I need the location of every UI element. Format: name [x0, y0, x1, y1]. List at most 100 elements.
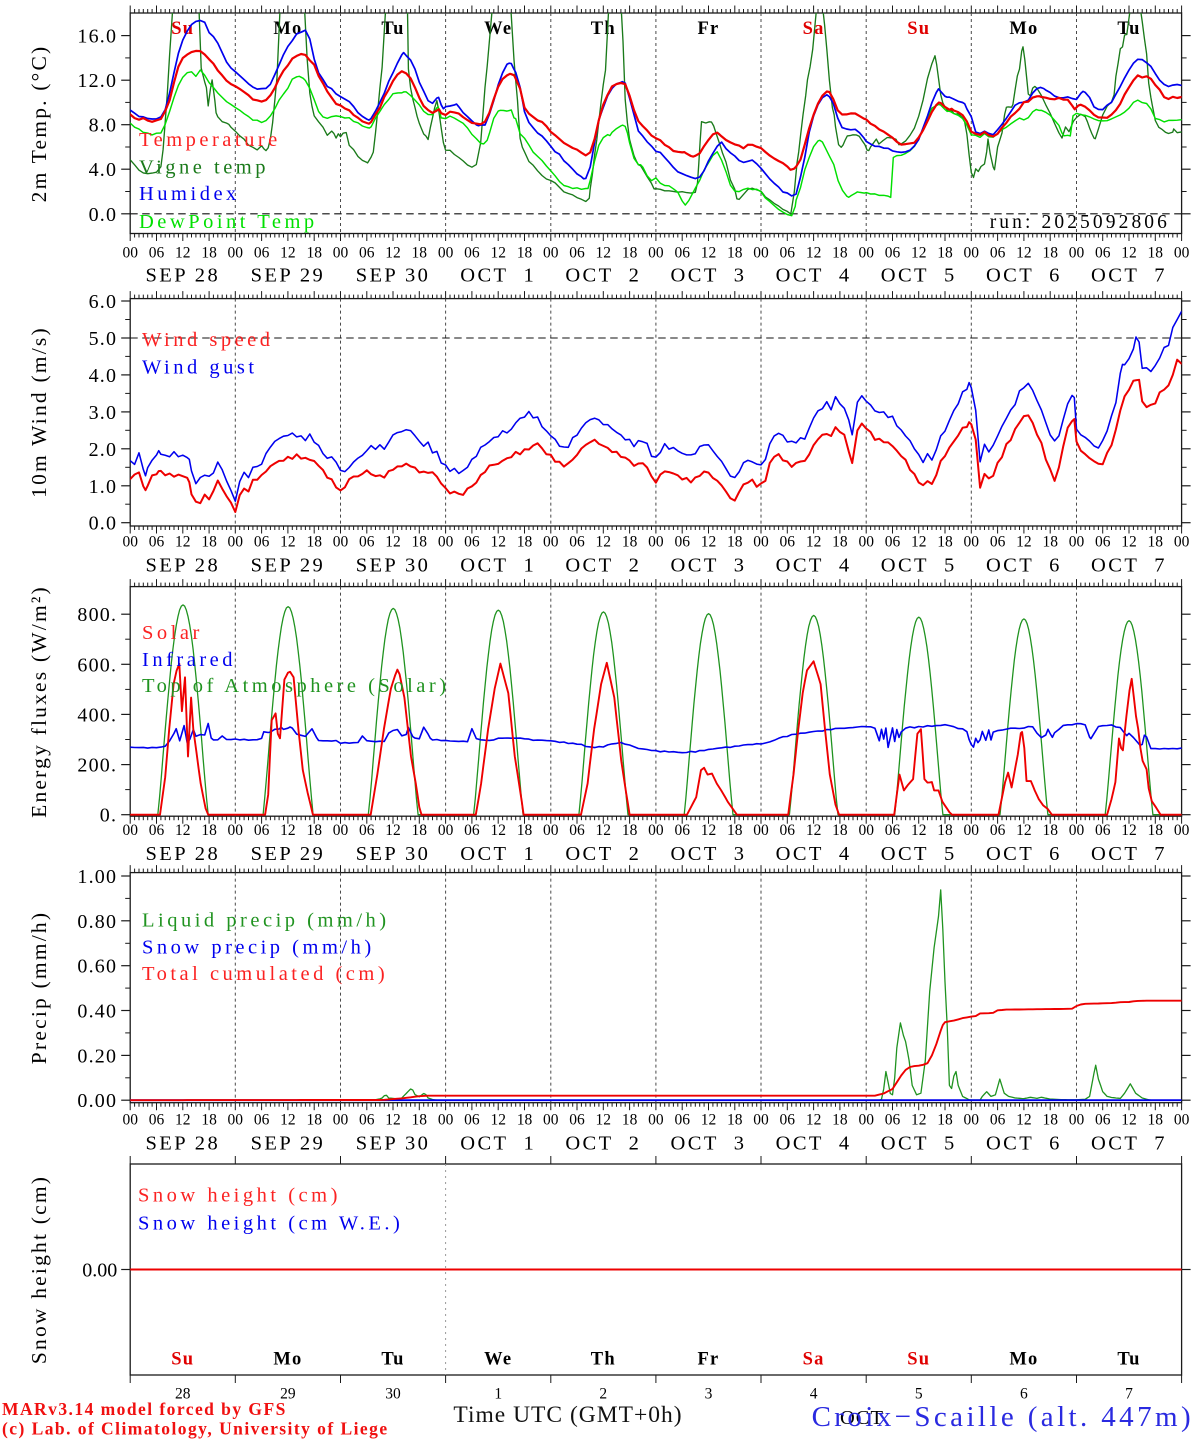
svg-text:12: 12	[701, 245, 717, 262]
svg-text:Th: Th	[591, 1350, 616, 1370]
svg-text:06: 06	[674, 534, 690, 551]
svg-text:12: 12	[175, 245, 191, 262]
svg-text:12: 12	[1016, 822, 1032, 839]
svg-text:OCT 5: OCT 5	[881, 1133, 957, 1155]
svg-text:12: 12	[280, 245, 296, 262]
svg-text:18: 18	[622, 1112, 638, 1129]
svg-text:SEP 28: SEP 28	[146, 843, 221, 865]
svg-text:00: 00	[333, 1112, 349, 1129]
svg-text:12: 12	[175, 1112, 191, 1129]
svg-text:18: 18	[832, 1112, 848, 1129]
svg-text:12: 12	[1121, 534, 1137, 551]
svg-text:18: 18	[1042, 534, 1058, 551]
svg-text:0.40: 0.40	[77, 1001, 117, 1023]
svg-text:18: 18	[412, 245, 428, 262]
svg-text:06: 06	[254, 1112, 270, 1129]
svg-text:00: 00	[1174, 1112, 1190, 1129]
svg-text:18: 18	[937, 534, 953, 551]
svg-text:18: 18	[517, 822, 533, 839]
svg-text:12: 12	[490, 1112, 506, 1129]
svg-text:18: 18	[1042, 245, 1058, 262]
svg-text:OCT 2: OCT 2	[565, 265, 641, 287]
svg-text:06: 06	[990, 534, 1006, 551]
svg-text:18: 18	[1148, 822, 1164, 839]
svg-text:18: 18	[306, 1112, 322, 1129]
svg-text:12: 12	[1016, 245, 1032, 262]
svg-text:18: 18	[306, 822, 322, 839]
svg-text:4: 4	[810, 1386, 818, 1403]
svg-text:OCT 3: OCT 3	[671, 265, 747, 287]
svg-text:7: 7	[1125, 1386, 1133, 1403]
svg-text:06: 06	[780, 1112, 796, 1129]
svg-text:6: 6	[1020, 1386, 1028, 1403]
svg-text:5.0: 5.0	[89, 328, 118, 350]
svg-text:06: 06	[1095, 534, 1111, 551]
svg-text:SEP 29: SEP 29	[251, 1133, 326, 1155]
svg-text:Time UTC (GMT+0h): Time UTC (GMT+0h)	[453, 1402, 682, 1428]
svg-text:Snow precip (mm/h): Snow precip (mm/h)	[142, 937, 375, 959]
svg-text:00: 00	[1069, 534, 1085, 551]
svg-text:12: 12	[911, 822, 927, 839]
svg-text:Temperature: Temperature	[139, 129, 281, 151]
svg-text:12: 12	[1016, 1112, 1032, 1129]
svg-text:2.0: 2.0	[89, 439, 118, 461]
svg-text:We: We	[484, 19, 512, 39]
svg-text:18: 18	[832, 245, 848, 262]
svg-text:12: 12	[1016, 534, 1032, 551]
svg-text:Top of Atmosphere (Solar): Top of Atmosphere (Solar)	[142, 675, 450, 697]
svg-text:00: 00	[648, 534, 664, 551]
svg-text:200.: 200.	[77, 755, 117, 777]
svg-text:00: 00	[228, 245, 244, 262]
svg-text:SEP 28: SEP 28	[146, 265, 221, 287]
svg-text:00: 00	[1174, 245, 1190, 262]
svg-text:00: 00	[228, 534, 244, 551]
svg-text:12: 12	[701, 534, 717, 551]
svg-text:00: 00	[964, 822, 980, 839]
svg-text:Total cumulated (cm): Total cumulated (cm)	[142, 963, 388, 985]
svg-text:06: 06	[885, 245, 901, 262]
svg-text:DewPoint Temp: DewPoint Temp	[139, 211, 318, 233]
svg-text:SEP 29: SEP 29	[251, 555, 326, 577]
svg-text:OCT 4: OCT 4	[776, 555, 852, 577]
svg-text:00: 00	[122, 1112, 138, 1129]
svg-text:00: 00	[858, 534, 874, 551]
svg-text:06: 06	[674, 245, 690, 262]
svg-text:0.: 0.	[100, 805, 117, 827]
svg-text:12: 12	[175, 822, 191, 839]
svg-text:OCT 1: OCT 1	[460, 265, 536, 287]
svg-text:00: 00	[753, 1112, 769, 1129]
svg-text:SEP 29: SEP 29	[251, 265, 326, 287]
svg-text:00: 00	[122, 245, 138, 262]
svg-text:0.00: 0.00	[82, 1260, 117, 1282]
svg-text:00: 00	[1069, 1112, 1085, 1129]
svg-text:06: 06	[254, 822, 270, 839]
svg-text:18: 18	[622, 245, 638, 262]
svg-text:06: 06	[885, 822, 901, 839]
svg-text:Snow height (cm): Snow height (cm)	[138, 1185, 341, 1207]
svg-text:OCT 6: OCT 6	[986, 1133, 1062, 1155]
svg-text:0.00: 0.00	[77, 1090, 117, 1112]
svg-text:00: 00	[543, 822, 559, 839]
svg-text:00: 00	[753, 245, 769, 262]
svg-text:6.0: 6.0	[89, 291, 118, 313]
svg-text:06: 06	[885, 1112, 901, 1129]
svg-text:Wind speed: Wind speed	[142, 329, 274, 351]
svg-text:18: 18	[937, 1112, 953, 1129]
svg-text:06: 06	[254, 534, 270, 551]
svg-text:00: 00	[122, 822, 138, 839]
svg-text:06: 06	[569, 534, 585, 551]
svg-text:18: 18	[937, 245, 953, 262]
svg-text:12.0: 12.0	[77, 70, 117, 92]
svg-text:06: 06	[149, 822, 165, 839]
svg-text:OCT 5: OCT 5	[881, 843, 957, 865]
svg-text:2m Temp. (°C): 2m Temp. (°C)	[27, 45, 51, 203]
svg-text:OCT 4: OCT 4	[776, 843, 852, 865]
svg-text:0.20: 0.20	[77, 1045, 117, 1067]
svg-text:12: 12	[280, 822, 296, 839]
svg-text:00: 00	[333, 822, 349, 839]
svg-text:06: 06	[464, 245, 480, 262]
svg-text:600.: 600.	[77, 654, 117, 676]
svg-text:00: 00	[1174, 534, 1190, 551]
svg-text:06: 06	[359, 1112, 375, 1129]
svg-text:06: 06	[1095, 245, 1111, 262]
